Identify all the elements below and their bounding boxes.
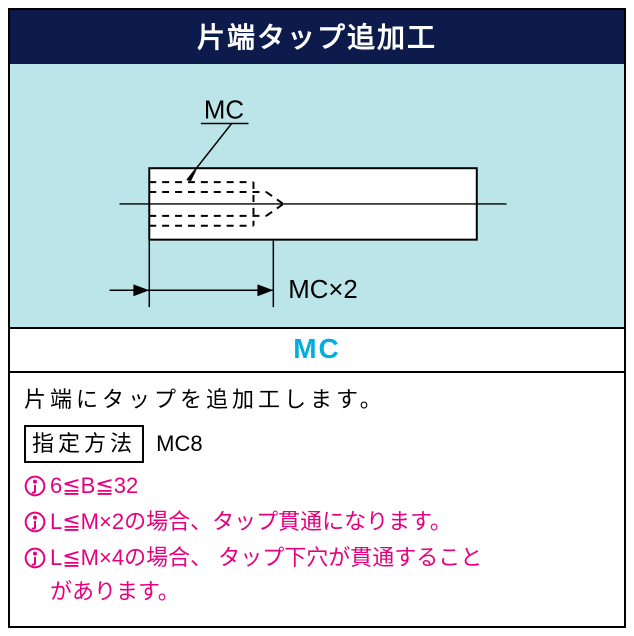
mc-label: MC — [204, 97, 244, 125]
bullet-2-text: L≦M×2の場合、タップ貫通になります。 — [50, 505, 610, 539]
body-section: 片端にタップを追加工します。 指定方法 MC8 6≦B≦32 L≦M×2の場合、… — [10, 373, 624, 626]
note-icon — [24, 475, 46, 497]
bullet-1-text: 6≦B≦32 — [50, 469, 610, 503]
spec-label-box: 指定方法 — [24, 425, 144, 463]
spec-card: 片端タップ追加工 MC — [8, 8, 626, 628]
technical-diagram: MC MC×2 — [10, 64, 624, 327]
mc-header-text: MC — [293, 333, 341, 364]
bullet-3-line2: があります。 — [50, 575, 610, 609]
spec-line: 指定方法 MC8 — [24, 425, 610, 463]
spec-value: MC8 — [156, 431, 202, 456]
bullet-3-line1: L≦M×4の場合、 タップ下穴が貫通すること — [50, 545, 482, 570]
dim-arrow-left — [133, 284, 149, 296]
mcx2-label: MC×2 — [288, 276, 358, 304]
mc-header: MC — [10, 329, 624, 373]
dim-arrow-right — [257, 284, 273, 296]
bullet-3-text: L≦M×4の場合、 タップ下穴が貫通すること があります。 — [50, 541, 610, 609]
title-text: 片端タップ追加工 — [197, 22, 437, 53]
bullet-1: 6≦B≦32 — [24, 469, 610, 503]
note-icon — [24, 547, 46, 569]
title-bar: 片端タップ追加工 — [10, 10, 624, 64]
note-icon — [24, 511, 46, 533]
diagram-zone: MC MC×2 — [10, 64, 624, 329]
bullet-2: L≦M×2の場合、タップ貫通になります。 — [24, 505, 610, 539]
bullet-3: L≦M×4の場合、 タップ下穴が貫通すること があります。 — [24, 541, 610, 609]
description: 片端にタップを追加工します。 — [24, 383, 610, 417]
